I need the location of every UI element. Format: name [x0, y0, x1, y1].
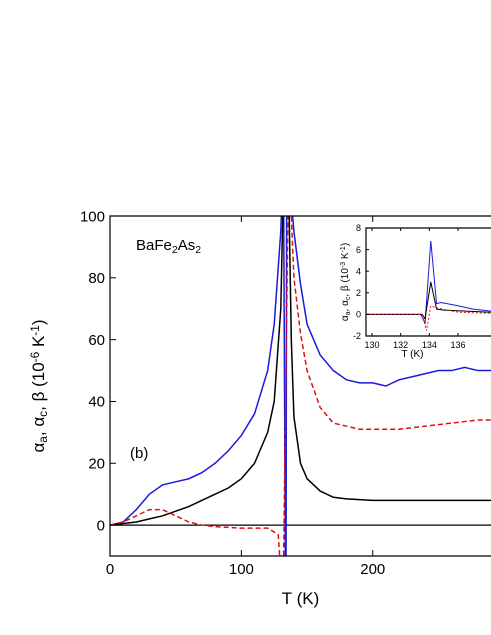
text-run: BaFe: [136, 237, 172, 254]
y-tick-label: -2: [353, 331, 361, 341]
data-line: [366, 305, 491, 331]
text-run: (b): [130, 445, 148, 462]
text-run: c: [36, 411, 50, 417]
x-tick-label: 136: [451, 340, 466, 350]
text-run: K: [29, 335, 48, 352]
y-tick-label: 4: [356, 266, 361, 276]
x-axis-label: T (K): [282, 589, 319, 608]
text-run: T (K): [282, 589, 319, 608]
y-tick-label: 60: [88, 332, 105, 349]
x-axis-label: T (K): [401, 349, 423, 360]
y-tick-label: 100: [80, 208, 105, 225]
y-tick-label: 6: [356, 245, 361, 255]
x-tick-label: 132: [393, 340, 408, 350]
y-axis-label: αa, αc, β (10-6 K-1): [28, 319, 50, 452]
annotation: (b): [130, 445, 148, 462]
y-tick-label: 2: [356, 288, 361, 298]
x-tick-label: 100: [229, 561, 254, 578]
text-run: , α: [340, 300, 351, 312]
data-line: [366, 240, 491, 325]
text-run: -3: [340, 262, 347, 268]
inset-background: [366, 228, 491, 336]
y-tick-label: 20: [88, 456, 105, 473]
y-tick-label: 80: [88, 270, 105, 287]
text-run: ): [340, 243, 351, 246]
text-run: -6: [28, 351, 42, 362]
text-run: -1: [340, 246, 347, 252]
y-tick-label: 8: [356, 223, 361, 233]
text-run: ): [29, 319, 48, 325]
text-run: 2: [172, 244, 178, 256]
y-tick-label: 40: [88, 394, 105, 411]
text-run: , α: [29, 417, 48, 436]
x-tick-label: 134: [422, 340, 437, 350]
x-tick-label: 200: [360, 561, 385, 578]
text-run: , β (10: [340, 268, 351, 297]
plot-area: [366, 240, 491, 331]
data-line: [110, 216, 491, 526]
axes-frame: [365, 227, 491, 337]
axes-frame: [109, 215, 491, 557]
x-tick-label: 0: [106, 561, 114, 578]
text-run: K: [340, 252, 351, 262]
text-run: As: [178, 237, 196, 254]
x-tick-label: 130: [365, 340, 380, 350]
text-run: , β (10: [29, 362, 48, 411]
text-run: a: [345, 311, 352, 315]
data-line: [110, 216, 491, 556]
data-line: [110, 216, 491, 556]
y-axis-label: αa, αc, β (10-3 K-1): [340, 243, 352, 321]
plot-area: [110, 216, 491, 556]
y-tick-label: 0: [97, 517, 105, 534]
text-run: c: [345, 296, 352, 300]
text-run: T (K): [401, 349, 423, 360]
text-run: -1: [28, 325, 42, 336]
y-tick-label: 0: [356, 310, 361, 320]
text-run: α: [29, 443, 48, 453]
text-run: α: [340, 315, 351, 321]
text-run: a: [36, 436, 50, 443]
text-run: 2: [195, 244, 201, 256]
annotation: BaFe2As2: [136, 237, 201, 256]
